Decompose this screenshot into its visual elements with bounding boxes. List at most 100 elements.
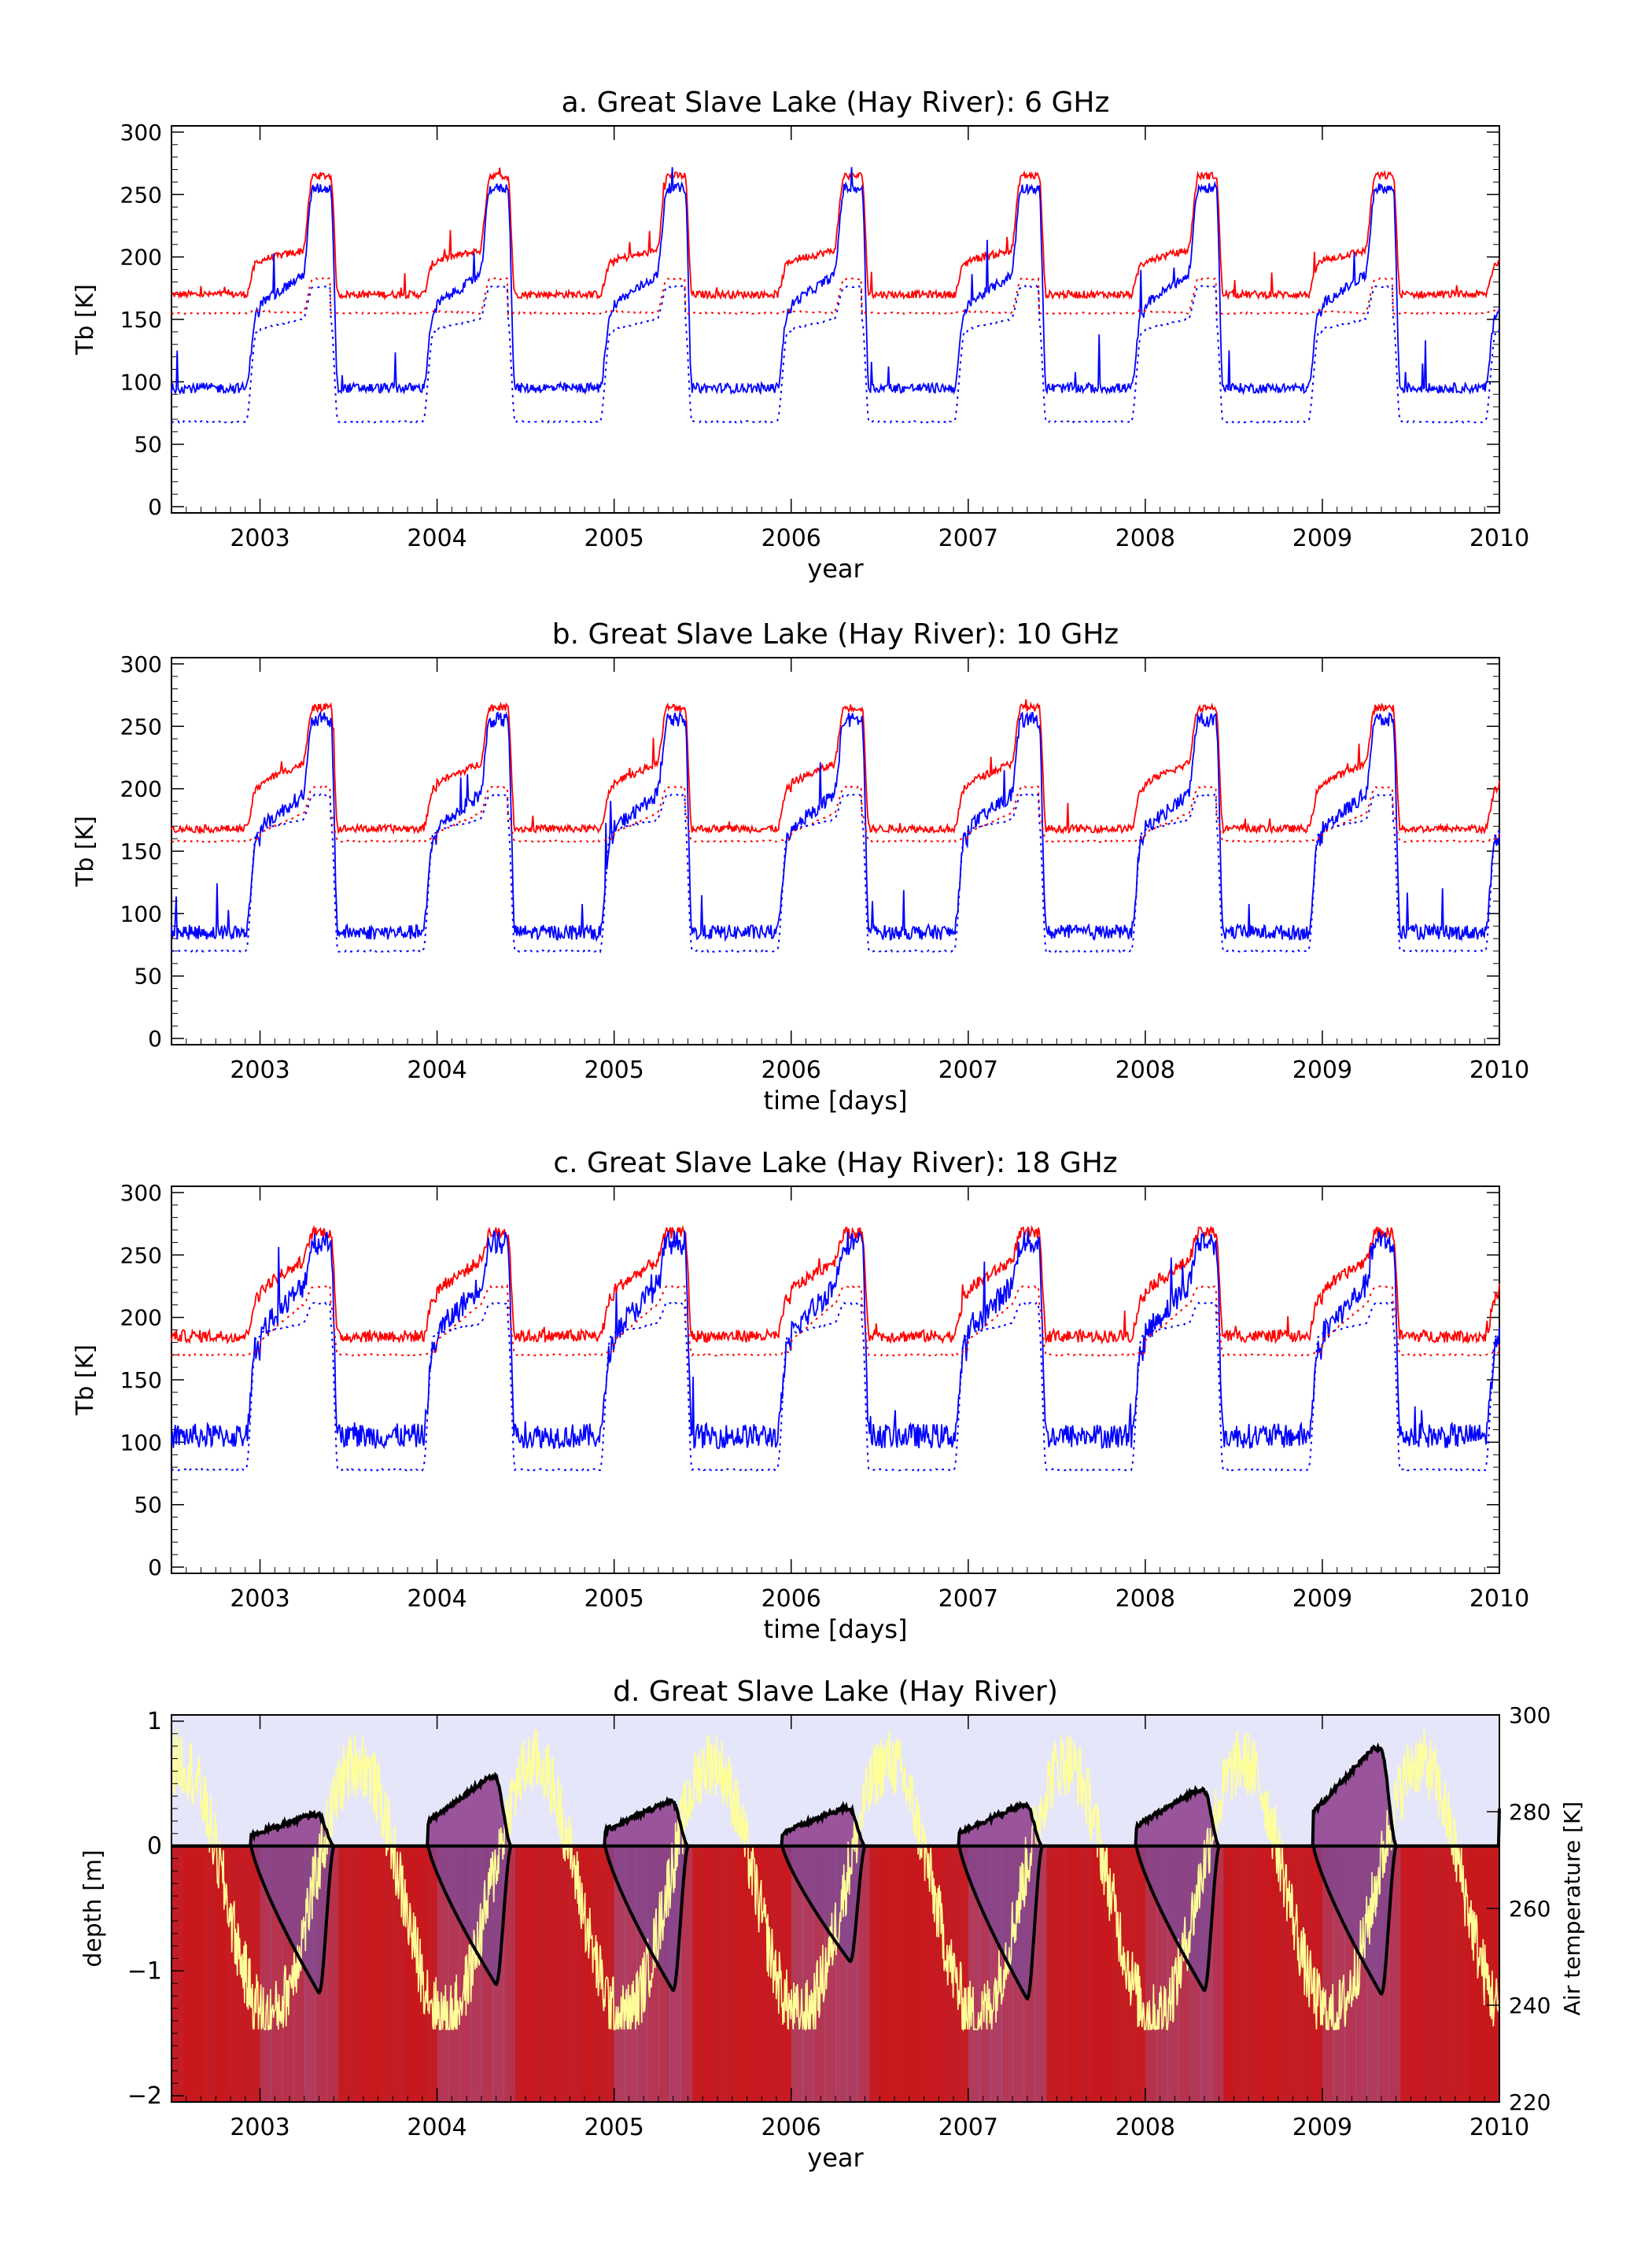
ice-shading: [603, 1846, 615, 2102]
series-line-h-pol-observed: [171, 167, 1500, 396]
y-tick-label: 0: [148, 494, 162, 520]
ice-shading: [691, 1846, 704, 2102]
ice-shading: [1322, 1846, 1334, 2102]
x-tick-label: 2009: [1292, 1585, 1352, 1613]
y-axis-label: Tb [K]: [72, 1344, 99, 1416]
ice-shading: [714, 1846, 726, 2102]
chart-panel-d: −2 −1 0 1 220 240 260 280 300 2003 2004 2005 2006 200…: [79, 1676, 1585, 2173]
ice-shading: [957, 1846, 969, 2102]
x-tick-label: 2006: [761, 2114, 821, 2141]
chart-panel-c: 0 50 100 150 200 250 300 2003 2004 2005 2006 2007 20…: [72, 1147, 1529, 1644]
ice-shading: [382, 1846, 394, 2102]
plot-frame: [171, 125, 1500, 514]
y-axis-label: Tb [K]: [72, 816, 99, 887]
y-tick-label: 250: [120, 1242, 162, 1268]
x-tick-label: 2010: [1469, 2114, 1529, 2141]
chart-title: c. Great Slave Lake (Hay River): 18 GHz: [553, 1147, 1117, 1179]
ice-shading: [1145, 1846, 1157, 2102]
x-tick-label: 2009: [1292, 2114, 1352, 2141]
y2-tick-label: 300: [1509, 1702, 1551, 1728]
chart-panel-a: 0 50 100 150 200 250 300 2003 2004 2005 2006 2007 20…: [72, 87, 1529, 584]
x-tick-label: 2005: [584, 525, 643, 552]
y2-tick-label: 240: [1509, 1993, 1551, 2019]
series-line-v-pol-simulated: [171, 1283, 1500, 1358]
series-line-v-pol-simulated: [171, 785, 1500, 843]
ice-shading: [1211, 1846, 1224, 2102]
ice-shading: [614, 1846, 626, 2102]
plot-frame: [171, 1186, 1500, 1574]
ice-shading: [802, 1846, 814, 2102]
y-tick-label: 100: [120, 369, 162, 395]
ice-shading: [1045, 1846, 1057, 2102]
y-tick-label: 100: [120, 901, 162, 927]
ice-shading: [725, 1846, 737, 2102]
y2-axis-label: Air temperature [K]: [1559, 1801, 1585, 2015]
ice-shading: [1444, 1846, 1456, 2102]
series-line-h-pol-observed: [171, 1230, 1500, 1450]
ice-shading: [1388, 1846, 1401, 2102]
y-tick-label: 50: [134, 1492, 162, 1518]
y-tick-label: 0: [148, 1554, 162, 1580]
ice-shading: [205, 1846, 216, 2102]
y-tick-label: −2: [127, 2082, 162, 2110]
x-tick-label: 2006: [761, 525, 821, 552]
x-tick-label: 2007: [938, 1585, 998, 1613]
series-line-h-pol-simulated: [171, 284, 1500, 424]
ice-shading: [1466, 1846, 1478, 2102]
x-tick-label: 2008: [1115, 1056, 1175, 1084]
y-axis-label: depth [m]: [79, 1849, 107, 1967]
x-tick-label: 2007: [938, 1056, 998, 1084]
x-tick-label: 2003: [230, 1585, 289, 1613]
ice-shading: [791, 1846, 803, 2102]
ice-shading: [680, 1846, 693, 2102]
y-tick-label: 250: [120, 182, 162, 208]
ice-shading: [1245, 1846, 1257, 2102]
ice-shading: [371, 1846, 382, 2102]
ice-shading: [968, 1846, 980, 2102]
ice-shading: [1090, 1846, 1102, 2102]
ice-shading: [1422, 1846, 1434, 2102]
y-tick-label: 50: [134, 964, 162, 990]
plot-frame: [171, 657, 1500, 1045]
x-tick-label: 2005: [584, 1585, 643, 1613]
y-tick-label: 200: [120, 776, 162, 802]
x-axis-label: time [days]: [764, 1086, 908, 1115]
x-tick-label: 2003: [230, 2114, 289, 2141]
ice-shading: [548, 1846, 559, 2102]
chart-panel-b: 0 50 100 150 200 250 300 2003 2004 2005 2006 2007 20…: [72, 618, 1529, 1115]
x-tick-label: 2010: [1469, 1585, 1529, 1613]
x-tick-label: 2004: [407, 1056, 466, 1084]
ice-shading: [1068, 1846, 1079, 2102]
x-tick-label: 2003: [230, 525, 289, 552]
chart-title: d. Great Slave Lake (Hay River): [613, 1676, 1058, 1708]
y-tick-label: 300: [120, 651, 162, 677]
ice-shading: [514, 1846, 526, 2102]
y-tick-label: 300: [120, 120, 162, 146]
ice-shading: [503, 1846, 516, 2102]
x-tick-label: 2005: [584, 1056, 643, 1084]
x-tick-label: 2007: [938, 525, 998, 552]
series-line-v-pol-simulated: [171, 277, 1500, 316]
x-tick-label: 2008: [1115, 525, 1175, 552]
y2-tick-label: 220: [1509, 2089, 1551, 2115]
x-tick-label: 2008: [1115, 2114, 1175, 2141]
ice-shading: [1222, 1846, 1234, 2102]
ice-shading: [1056, 1846, 1069, 2102]
y-tick-label: 200: [120, 1305, 162, 1331]
y2-tick-label: 260: [1509, 1896, 1551, 1922]
ice-shading: [1488, 1846, 1500, 2102]
y-tick-label: 150: [120, 307, 162, 333]
y2-tick-label: 280: [1509, 1799, 1551, 1825]
ice-shading: [559, 1846, 571, 2102]
x-tick-label: 2004: [407, 2114, 466, 2141]
ice-shading: [260, 1846, 272, 2102]
y-tick-label: 200: [120, 245, 162, 271]
series-line-h-pol-observed: [171, 710, 1500, 942]
ice-shading: [702, 1846, 714, 2102]
ice-shading: [1256, 1846, 1268, 2102]
y-tick-label: 50: [134, 432, 162, 458]
ice-shading: [1079, 1846, 1091, 2102]
x-tick-label: 2004: [407, 1585, 466, 1613]
x-tick-label: 2009: [1292, 1056, 1352, 1084]
